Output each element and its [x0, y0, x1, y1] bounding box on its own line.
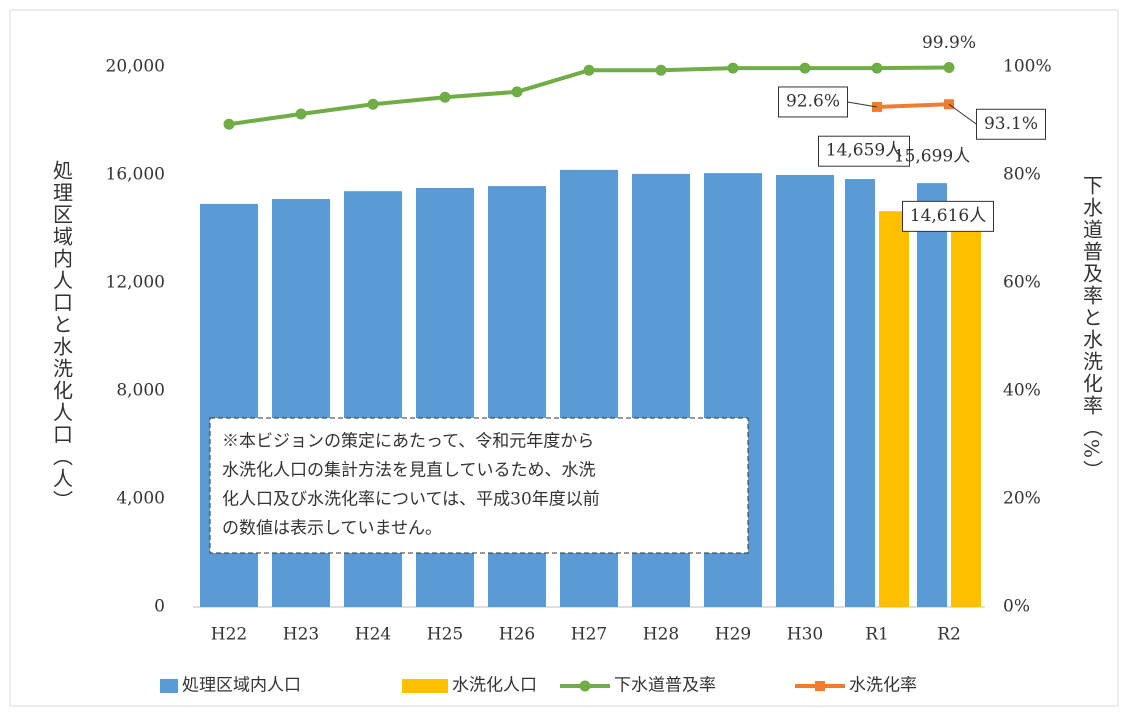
leader-line — [948, 103, 977, 125]
data-label: 14,659人 — [826, 141, 902, 161]
data-label: 99.9% — [922, 33, 976, 53]
legend-label: 処理区域内人口 — [182, 676, 301, 696]
y-tick-label: 20,000 — [106, 57, 165, 77]
x-tick-label: R2 — [937, 625, 961, 645]
legend-label: 水洗化人口 — [452, 676, 537, 696]
annotation: の数値は表示していません。 — [222, 519, 442, 539]
x-tick-label: H24 — [355, 625, 391, 645]
y2-tick-label: 0% — [1003, 597, 1030, 617]
legend-marker — [815, 681, 825, 691]
legend-label: 下水道普及率 — [614, 676, 716, 696]
marker — [223, 118, 235, 130]
data-label-box — [976, 108, 1046, 140]
x-tick-label: H30 — [787, 625, 823, 645]
marker — [511, 86, 523, 98]
data-label: 14,616人 — [910, 206, 986, 226]
data-label-box — [818, 135, 910, 167]
marker — [439, 91, 451, 103]
marker — [367, 98, 379, 110]
bar — [879, 211, 909, 607]
y-tick-label: 12,000 — [106, 273, 165, 293]
x-tick-label: H26 — [499, 625, 535, 645]
annotation: 化人口及び水洗化率については、平成30年度以前 — [222, 490, 600, 510]
x-tick-label: H28 — [643, 625, 679, 645]
y-tick-label: 16,000 — [106, 165, 165, 185]
legend-marker — [579, 680, 591, 692]
data-label-box — [902, 200, 994, 232]
data-label: 92.6% — [786, 91, 840, 111]
y2-tick-label: 100% — [1003, 57, 1052, 77]
y2-tick-label: 60% — [1003, 273, 1041, 293]
y2-tick-label: 40% — [1003, 381, 1041, 401]
y2-tick-label: 80% — [1003, 165, 1041, 185]
bar — [917, 183, 947, 607]
x-tick-label: H29 — [715, 625, 751, 645]
x-tick-label: R1 — [865, 625, 889, 645]
marker — [943, 62, 955, 74]
x-tick-label: H25 — [427, 625, 463, 645]
y-axis-title: 処理区域内人口と水洗化人口（人） — [50, 160, 74, 512]
x-tick-label: H23 — [283, 625, 319, 645]
x-tick-label: H22 — [211, 625, 247, 645]
data-label: 93.1% — [984, 114, 1038, 134]
bar — [845, 179, 875, 608]
y2-tick-label: 20% — [1003, 489, 1041, 509]
legend-label: 水洗化率 — [849, 676, 917, 696]
marker — [871, 62, 883, 74]
legend-swatch — [402, 679, 448, 693]
leader-line — [847, 101, 878, 108]
legend-swatch — [160, 679, 178, 693]
y-tick-label: 8,000 — [116, 381, 165, 401]
annotation-box — [209, 417, 749, 554]
x-tick-label: H27 — [571, 625, 607, 645]
marker — [799, 62, 811, 74]
y-tick-label: 0 — [154, 597, 165, 617]
annotation: ※本ビジョンの策定にあたって、令和元年度から — [222, 432, 594, 452]
marker — [655, 64, 667, 76]
marker — [295, 108, 307, 120]
y2-axis-title: 下水道普及率と水洗化率（%） — [1080, 175, 1104, 482]
line — [876, 102, 950, 109]
bar — [951, 212, 981, 608]
annotation: 水洗化人口の集計方法を見直しているため、水洗 — [222, 461, 596, 481]
data-label: 15,699人 — [894, 147, 970, 167]
data-label-box — [778, 86, 848, 118]
marker — [727, 62, 739, 74]
marker — [583, 64, 595, 76]
y-tick-label: 4,000 — [116, 489, 165, 509]
bar — [776, 175, 834, 607]
